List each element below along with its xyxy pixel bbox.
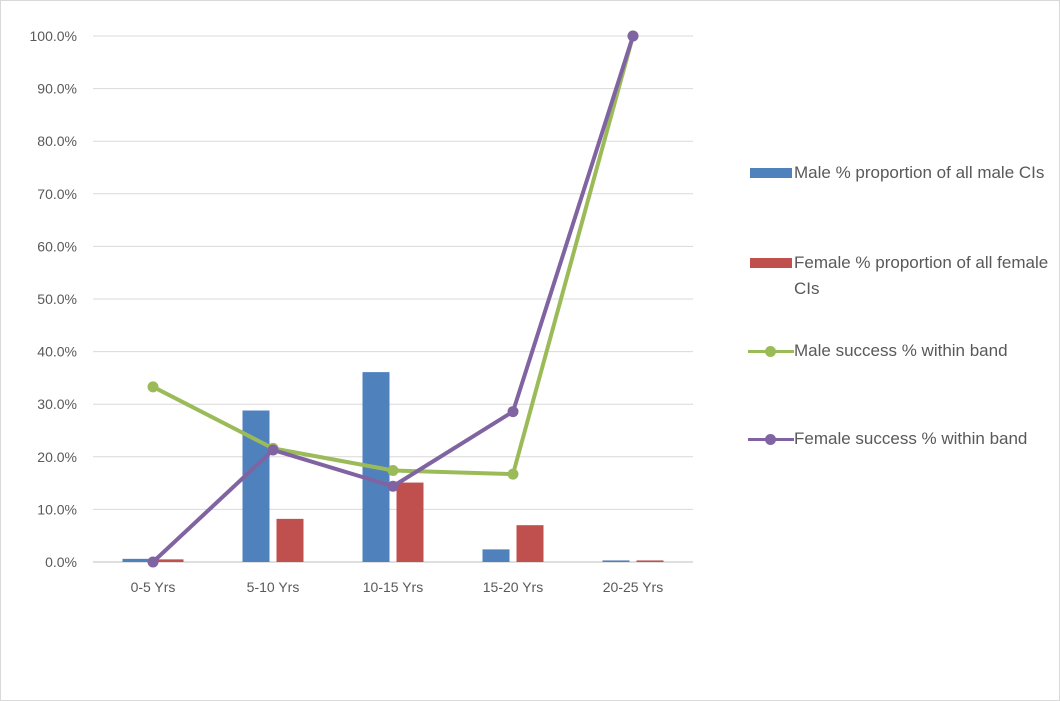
legend-marker-female-success [765,434,776,445]
legend-swatch-female-proportion [750,258,792,268]
x-tick-label: 10-15 Yrs [363,579,423,595]
legend-item-male-proportion: Male % proportion of all male CIs [748,160,1058,186]
x-tick-label: 0-5 Yrs [131,579,176,595]
legend-marker-male-success [765,346,776,357]
y-tick-label: 90.0% [37,81,77,97]
bar-male-proportion [482,549,510,562]
bar-male-proportion [602,560,630,562]
gridlines [93,35,693,563]
point-female-success [267,444,279,456]
point-female-success [387,480,399,492]
x-axis-tick-labels: 0-5 Yrs 5-10 Yrs 10-15 Yrs 15-20 Yrs 20-25 Y… [131,579,664,595]
legend-label-male-success: Male success % within band [794,341,1008,360]
legend-item-female-proportion: Female % proportion of all female CIs [748,250,1058,302]
legend-item-female-success: Female success % within band [748,426,1058,452]
legend-label-female-success: Female success % within band [794,429,1028,448]
legend-key-female-success [748,426,794,452]
point-male-success [147,381,159,393]
legend-label-female-proportion: Female % proportion of all female CIs [794,253,1049,298]
point-male-success [507,468,519,480]
y-tick-label: 50.0% [37,291,77,307]
y-tick-label: 60.0% [37,238,77,254]
x-tick-label: 20-25 Yrs [603,579,663,595]
point-male-success [387,464,399,476]
y-tick-label: 20.0% [37,449,77,465]
x-tick-label: 5-10 Yrs [247,579,300,595]
bar-female-proportion [516,525,544,562]
y-tick-label: 40.0% [37,344,77,360]
x-tick-label: 15-20 Yrs [483,579,543,595]
y-tick-label: 70.0% [37,186,77,202]
y-tick-label: 10.0% [37,501,77,517]
legend-swatch-male-proportion [750,168,792,178]
bar-female-proportion [396,482,424,562]
y-tick-label: 30.0% [37,396,77,412]
point-female-success [507,406,519,418]
legend-key-female-proportion [748,250,794,276]
y-axis-tick-labels: 0.0% 10.0% 20.0% 30.0% 40.0% 50.0% 60.0% 70.0% 8… [30,28,77,570]
y-tick-label: 0.0% [45,554,77,570]
y-tick-label: 80.0% [37,133,77,149]
legend-item-male-success: Male success % within band [748,338,1058,364]
bar-female-proportion [156,559,184,562]
legend-key-male-proportion [748,160,794,186]
line-series [147,30,639,568]
bar-female-proportion [276,518,304,562]
legend-label-male-proportion: Male % proportion of all male CIs [794,163,1045,182]
bar-female-proportion [636,560,664,562]
point-female-success [147,556,159,568]
legend-key-male-success [748,338,794,364]
bar-male-proportion [122,558,150,562]
point-female-success [627,30,639,42]
y-tick-label: 100.0% [30,28,77,44]
